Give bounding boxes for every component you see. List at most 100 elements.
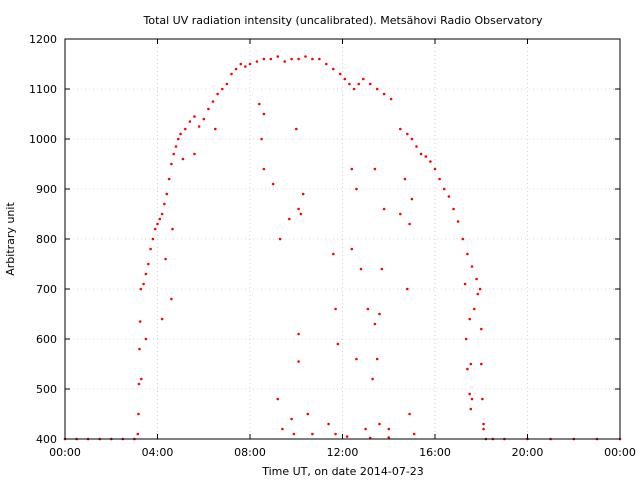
data-point <box>181 157 185 161</box>
data-point <box>158 217 162 221</box>
data-point <box>466 367 469 371</box>
data-point <box>464 337 468 341</box>
data-point <box>403 177 407 181</box>
data-point <box>136 432 140 436</box>
data-point <box>258 102 261 106</box>
data-point <box>262 112 266 116</box>
data-point <box>160 212 164 216</box>
data-point <box>364 427 367 431</box>
data-point <box>283 60 287 63</box>
data-point <box>406 132 409 136</box>
data-point <box>387 436 391 439</box>
data-point <box>174 145 178 148</box>
y-tick-label: 400 <box>36 433 57 446</box>
data-point <box>387 427 391 431</box>
x-tick-label: 12:00 <box>327 446 359 459</box>
data-point <box>412 432 416 436</box>
data-point <box>470 397 474 401</box>
data-point <box>332 252 335 256</box>
data-point <box>225 82 229 86</box>
data-point <box>290 417 293 421</box>
data-point <box>193 115 196 118</box>
x-tick-label: 20:00 <box>512 446 544 459</box>
y-axis-label: Arbitrary unit <box>4 202 17 276</box>
data-point <box>452 207 455 211</box>
data-point <box>139 287 143 291</box>
data-point <box>260 137 263 141</box>
data-point <box>469 362 473 366</box>
data-point <box>164 257 167 261</box>
y-tick-label: 1000 <box>29 133 57 146</box>
data-point <box>478 287 482 291</box>
data-point <box>171 227 174 231</box>
y-tick-label: 600 <box>36 333 57 346</box>
data-point <box>373 167 377 171</box>
data-point <box>214 127 217 131</box>
data-point <box>410 197 414 201</box>
data-point <box>355 357 358 361</box>
data-point <box>144 272 148 276</box>
data-point <box>482 427 485 431</box>
data-point <box>288 217 291 221</box>
data-point <box>350 167 354 171</box>
data-point <box>382 92 386 96</box>
data-point <box>410 137 414 141</box>
data-point <box>468 317 472 321</box>
y-tick-label: 500 <box>36 383 57 396</box>
data-point <box>482 422 485 426</box>
x-tick-label: 08:00 <box>234 446 266 459</box>
data-point <box>138 347 141 351</box>
data-point <box>399 127 402 131</box>
x-axis-label: Time UT, on date 2014-07-23 <box>261 465 424 478</box>
data-point <box>144 337 148 341</box>
data-point <box>442 187 446 191</box>
data-point <box>366 307 370 311</box>
x-tick-label: 00:00 <box>604 446 636 459</box>
data-point <box>234 67 238 71</box>
y-tick-label: 1100 <box>29 83 57 96</box>
data-point <box>429 160 432 163</box>
data-point <box>327 422 330 426</box>
data-point <box>378 422 381 426</box>
data-point <box>415 145 418 148</box>
data-point <box>304 55 307 58</box>
data-point <box>262 167 266 171</box>
data-point <box>255 60 259 63</box>
data-point <box>371 377 374 381</box>
x-tick-label: 00:00 <box>49 446 81 459</box>
data-point <box>352 87 356 91</box>
data-point <box>334 307 337 311</box>
data-point <box>311 432 314 436</box>
data-point <box>345 435 349 438</box>
data-point <box>318 57 321 61</box>
data-point <box>406 287 409 291</box>
data-point <box>160 317 164 321</box>
data-point <box>207 107 210 111</box>
data-point <box>188 120 192 123</box>
grid-layer <box>65 39 620 439</box>
data-point <box>375 357 379 361</box>
chart-title: Total UV radiation intensity (uncalibrat… <box>143 14 543 27</box>
data-point <box>297 360 300 363</box>
data-point <box>389 97 393 101</box>
data-point <box>362 77 365 81</box>
data-point <box>153 227 157 231</box>
data-point <box>419 152 423 156</box>
data-point <box>197 125 201 128</box>
data-point <box>299 212 303 216</box>
data-point <box>473 307 476 311</box>
data-point <box>269 57 273 61</box>
data-point <box>456 220 460 223</box>
data-point <box>137 412 140 416</box>
data-point <box>348 82 351 86</box>
data-point <box>336 342 340 346</box>
data-point <box>138 320 142 323</box>
data-point <box>244 65 247 68</box>
tick-layer: 00:00 04:00 08:00 12:00 16:00 20:00 00:0040050… <box>29 33 636 459</box>
data-point <box>480 327 483 331</box>
data-point <box>165 192 169 196</box>
data-point <box>297 332 300 336</box>
data-point <box>466 252 469 256</box>
data-point <box>480 362 483 366</box>
